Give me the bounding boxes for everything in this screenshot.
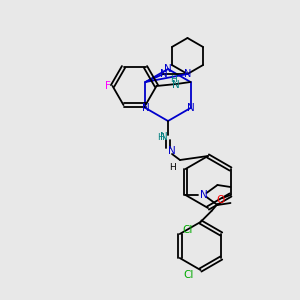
Text: F: F [105,81,110,91]
Text: N: N [200,190,207,200]
Text: H: H [169,163,176,172]
Text: N: N [172,80,179,90]
Text: N: N [160,132,168,142]
Text: N: N [187,103,194,113]
Text: Cl: Cl [182,225,193,235]
Text: N: N [160,69,167,79]
Text: Cl: Cl [183,270,194,280]
Text: H: H [157,133,164,142]
Text: H: H [170,74,177,83]
Text: N: N [142,103,149,113]
Text: O: O [216,195,225,205]
Text: N: N [168,146,176,156]
Text: N: N [164,64,172,74]
Text: N: N [184,69,191,79]
